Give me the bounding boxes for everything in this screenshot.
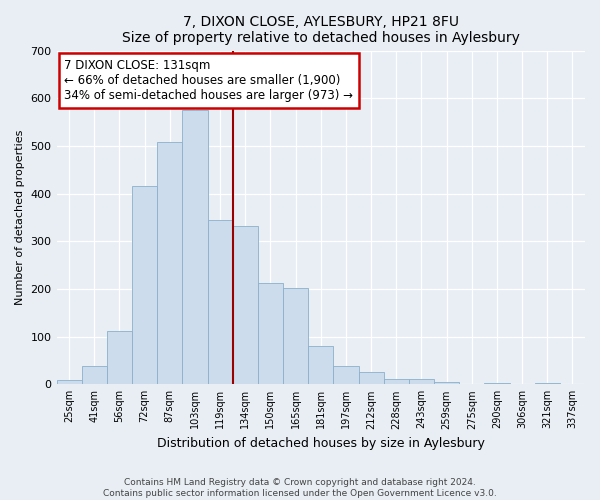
Bar xyxy=(157,142,182,384)
Bar xyxy=(535,383,560,384)
Bar xyxy=(132,186,157,384)
X-axis label: Distribution of detached houses by size in Aylesbury: Distribution of detached houses by size … xyxy=(157,437,485,450)
Text: Contains HM Land Registry data © Crown copyright and database right 2024.
Contai: Contains HM Land Registry data © Crown c… xyxy=(103,478,497,498)
Bar xyxy=(434,382,459,384)
Title: 7, DIXON CLOSE, AYLESBURY, HP21 8FU
Size of property relative to detached houses: 7, DIXON CLOSE, AYLESBURY, HP21 8FU Size… xyxy=(122,15,520,45)
Bar xyxy=(383,378,409,384)
Y-axis label: Number of detached properties: Number of detached properties xyxy=(15,130,25,305)
Bar xyxy=(107,331,132,384)
Bar xyxy=(283,288,308,384)
Bar xyxy=(334,366,359,384)
Bar xyxy=(233,226,258,384)
Bar xyxy=(308,346,334,385)
Bar xyxy=(258,283,283,384)
Bar xyxy=(484,383,509,384)
Text: 7 DIXON CLOSE: 131sqm
← 66% of detached houses are smaller (1,900)
34% of semi-d: 7 DIXON CLOSE: 131sqm ← 66% of detached … xyxy=(64,59,353,102)
Bar xyxy=(182,110,208,384)
Bar xyxy=(82,366,107,384)
Bar xyxy=(409,378,434,384)
Bar xyxy=(208,220,233,384)
Bar xyxy=(359,372,383,384)
Bar xyxy=(56,380,82,384)
